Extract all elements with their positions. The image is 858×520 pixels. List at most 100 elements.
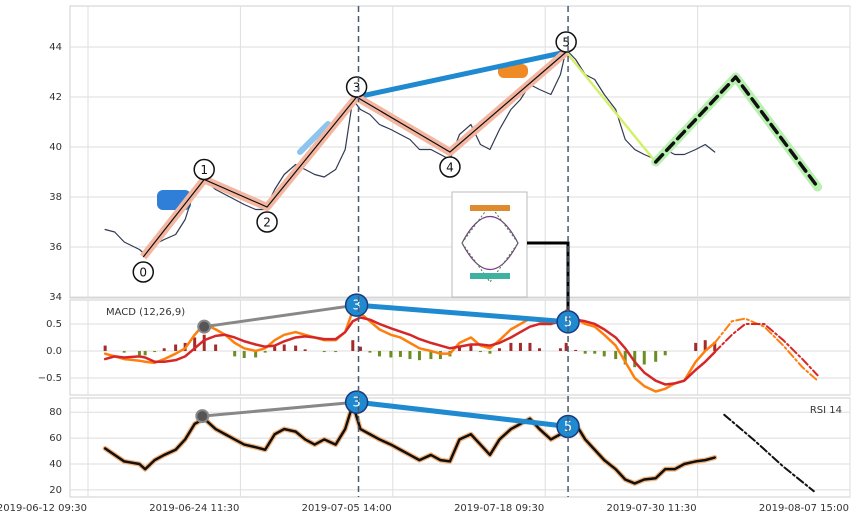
- histogram-bar: [389, 350, 393, 358]
- line: [723, 413, 815, 493]
- histogram-bar: [694, 342, 698, 351]
- histogram-bar: [438, 350, 442, 360]
- line: [200, 400, 359, 418]
- y-tick-label: 20: [49, 485, 62, 496]
- wave-label: 1: [200, 163, 208, 177]
- histogram-bar: [558, 348, 562, 351]
- line: [713, 322, 819, 377]
- marker-label: 3: [352, 299, 360, 314]
- histogram-bar: [583, 350, 587, 354]
- histogram-bar: [654, 350, 658, 362]
- wave-point: [256, 211, 278, 233]
- line: [354, 49, 569, 100]
- wave-point: [345, 76, 368, 98]
- histogram-bar: [457, 347, 461, 351]
- inset-bar: [470, 205, 510, 211]
- histogram-bar: [614, 350, 618, 360]
- histogram-bar: [417, 350, 421, 361]
- histogram-bar: [334, 350, 338, 353]
- histogram-bar: [497, 348, 501, 351]
- histogram-bar: [642, 350, 646, 365]
- wave-point: [439, 156, 461, 178]
- line: [713, 317, 819, 382]
- wave-line: [142, 51, 567, 258]
- marker-label: 5: [564, 315, 572, 330]
- histogram-bar: [518, 342, 522, 351]
- x-tick-label: 2019-06-24 11:30: [149, 503, 239, 514]
- histogram-bar: [633, 350, 637, 368]
- y-tick-label: 44: [49, 42, 62, 53]
- wave-label: 2: [263, 216, 271, 230]
- histogram-bar: [358, 346, 362, 351]
- histogram-bar: [564, 342, 568, 351]
- histogram-bar: [294, 345, 298, 351]
- panel-label: RSI 14: [810, 405, 842, 416]
- histogram-bar: [122, 350, 126, 353]
- histogram-bar: [103, 345, 107, 351]
- histogram-bar: [663, 350, 667, 356]
- line: [354, 302, 571, 325]
- histogram-bar: [322, 350, 326, 353]
- wave-label: 0: [139, 266, 147, 280]
- histogram-bar: [574, 349, 578, 351]
- histogram-bar: [153, 350, 157, 353]
- y-tick-label: 34: [49, 292, 62, 303]
- histogram-bar: [254, 350, 258, 358]
- histogram-bar: [488, 350, 492, 354]
- histogram-bar: [193, 337, 197, 351]
- histogram-bar: [429, 350, 433, 360]
- y-tick-label: 0.5: [46, 319, 62, 330]
- histogram-bar: [408, 350, 412, 360]
- divergence-marker: [344, 390, 369, 414]
- wave-label: 5: [562, 36, 570, 50]
- histogram-bar: [509, 342, 513, 351]
- histogram-bar: [143, 350, 147, 356]
- line-dot: [197, 319, 212, 334]
- line-dot: [195, 409, 210, 424]
- histogram-bar: [351, 340, 355, 351]
- plane-icon: [297, 121, 331, 155]
- marker-label: 3: [352, 396, 360, 411]
- histogram-bar: [398, 350, 402, 357]
- histogram-bar: [282, 344, 286, 351]
- histogram-bar: [233, 350, 237, 357]
- histogram-bar: [242, 350, 246, 359]
- divergence-marker: [344, 293, 369, 317]
- x-tick-label: 2019-07-18 09:30: [454, 503, 544, 514]
- line: [103, 316, 716, 386]
- y-tick-label: 0.0: [46, 346, 62, 357]
- wave-label: 3: [353, 81, 361, 95]
- line: [103, 403, 716, 485]
- histogram-bar: [368, 350, 372, 353]
- histogram-bar: [137, 350, 141, 356]
- histogram-bar: [537, 348, 541, 351]
- inset-bar: [470, 273, 510, 279]
- histogram-bar: [478, 350, 482, 353]
- y-tick-label: 38: [49, 192, 62, 203]
- histogram-bar: [377, 350, 381, 357]
- y-tick-label: 40: [49, 459, 62, 470]
- histogram-bar: [214, 344, 218, 351]
- histogram-bar: [202, 334, 206, 351]
- wave-point: [193, 158, 215, 181]
- y-tick-label: 40: [49, 142, 62, 153]
- wave-point: [132, 261, 154, 283]
- histogram-bar: [593, 350, 597, 354]
- histogram-bar: [162, 348, 166, 351]
- histogram-bar: [713, 341, 717, 351]
- x-tick-label: 2019-08-07 15:00: [759, 503, 849, 514]
- y-tick-label: 60: [49, 433, 62, 444]
- x-tick-label: 2019-07-30 11:30: [606, 503, 696, 514]
- line: [653, 75, 820, 189]
- histogram-bar: [263, 350, 267, 353]
- panel-label: MACD (12,26,9): [106, 307, 185, 318]
- wave-point: [555, 31, 577, 53]
- histogram-bar: [303, 349, 307, 351]
- y-tick-label: 36: [49, 242, 62, 253]
- connector: [527, 241, 570, 320]
- wave-label: 4: [446, 161, 454, 175]
- inset-curve: [461, 215, 519, 271]
- histogram-bar: [273, 345, 277, 351]
